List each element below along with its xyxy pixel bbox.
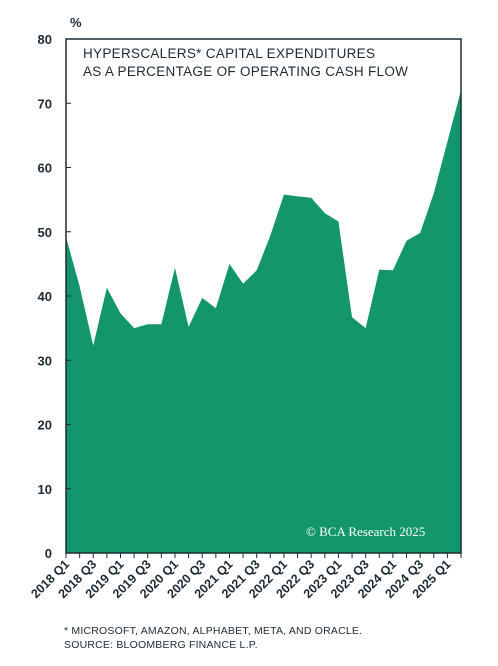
y-tick-label: 40 [38, 289, 52, 304]
y-tick-label: 70 [38, 96, 52, 111]
y-tick-label: 0 [45, 546, 52, 561]
chart-title-line-2: AS A PERCENTAGE OF OPERATING CASH FLOW [83, 64, 408, 79]
y-tick-label: 60 [38, 161, 52, 176]
footnote-source: SOURCE: BLOOMBERG FINANCE L.P. [64, 639, 258, 651]
y-tick-label: 10 [38, 482, 52, 497]
y-tick-label: 20 [38, 418, 52, 433]
footnote-companies: * MICROSOFT, AMAZON, ALPHABET, META, AND… [64, 625, 363, 637]
chart-title-line-1: HYPERSCALERS* CAPITAL EXPENDITURES [83, 46, 375, 61]
y-tick-label: 80 [38, 32, 52, 47]
area-series [66, 90, 461, 554]
brand-watermark: © BCA Research 2025 [306, 524, 426, 539]
y-axis-label: % [70, 15, 82, 30]
y-tick-label: 30 [38, 353, 52, 368]
y-tick-label: 50 [38, 225, 52, 240]
